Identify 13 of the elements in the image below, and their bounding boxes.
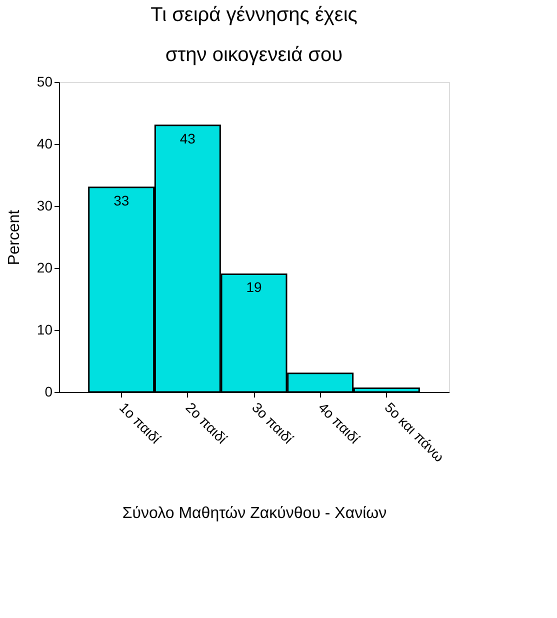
data-label: 33 [114,192,130,208]
y-tick-label: 50 [36,74,53,90]
y-tick-label: 30 [36,198,53,214]
y-tick-label: 10 [36,322,53,338]
y-axis-title: Percent [6,209,23,266]
data-label: 43 [180,130,196,146]
text: Τι σειρά γέννησης έχεις [150,4,358,26]
data-label: 19 [246,279,262,296]
y-tick-label: 20 [36,260,53,276]
x-axis-title: Σύνολο Μαθητών Ζακύνθου - Χανίων [122,504,387,522]
y-tick-label: 0 [44,384,53,400]
y-tick-label: 40 [36,136,53,152]
text: στην οικογενειά σου [165,44,343,66]
